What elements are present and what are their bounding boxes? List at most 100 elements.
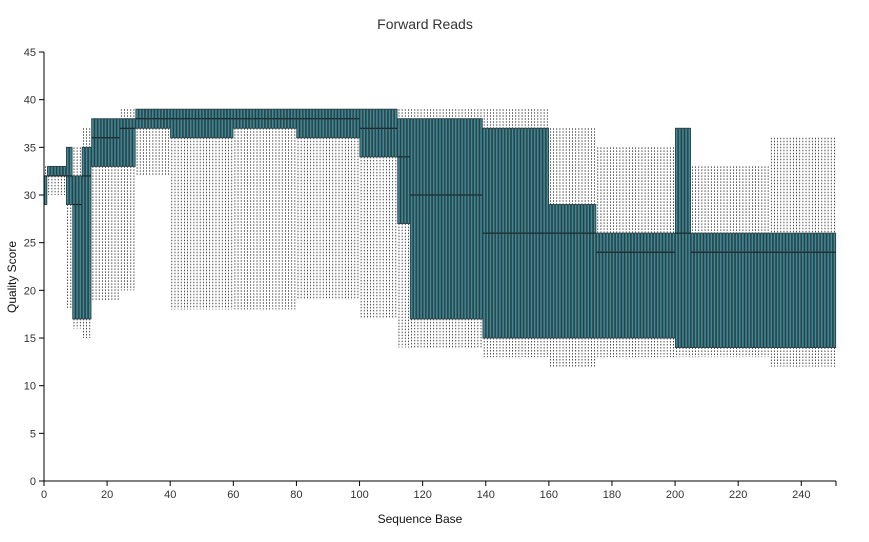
box-body — [589, 204, 594, 339]
box-body — [321, 108, 325, 139]
box-147 — [504, 109, 508, 358]
box-body — [413, 118, 417, 320]
box-body — [763, 232, 767, 348]
box-body — [296, 108, 300, 139]
box-body — [189, 108, 193, 139]
y-tick-label: 5 — [30, 428, 36, 440]
box-body — [454, 118, 458, 320]
box-122 — [425, 109, 430, 348]
y-tick-label: 40 — [24, 95, 36, 107]
box-body — [621, 232, 625, 339]
box-body — [91, 118, 95, 167]
box-body — [551, 204, 556, 339]
box-243 — [807, 137, 811, 367]
box-238 — [791, 137, 796, 367]
box-221 — [738, 166, 742, 358]
y-tick-label: 30 — [24, 190, 36, 202]
box-94 — [337, 108, 341, 300]
box-83 — [302, 108, 306, 300]
y-axis-label: Quality Score — [5, 241, 19, 313]
box-body — [810, 232, 815, 348]
box-15 — [88, 128, 92, 338]
box-32 — [141, 108, 146, 176]
box-183 — [618, 147, 622, 358]
box-body — [343, 108, 348, 139]
box-body — [659, 232, 663, 339]
box-body — [378, 108, 382, 158]
box-90 — [324, 108, 329, 300]
box-body — [107, 118, 111, 167]
box-135 — [466, 109, 471, 348]
box-body — [772, 232, 777, 348]
box-187 — [630, 147, 635, 358]
box-body — [630, 232, 635, 339]
box-body — [170, 108, 174, 139]
box-12 — [78, 147, 82, 329]
box-213 — [712, 166, 717, 358]
x-tick-label: 180 — [603, 489, 621, 501]
box-body — [633, 232, 638, 339]
box-body — [766, 232, 770, 348]
box-body — [693, 232, 698, 348]
box-body — [409, 118, 414, 320]
box-78 — [286, 108, 291, 310]
box-228 — [760, 166, 764, 358]
box-body — [324, 108, 329, 139]
box-body — [428, 118, 433, 320]
box-4 — [53, 165, 57, 195]
box-86 — [312, 108, 316, 300]
box-7 — [62, 165, 67, 195]
box-131 — [454, 109, 458, 348]
box-body — [211, 108, 215, 139]
box-body — [637, 232, 641, 339]
box-59 — [226, 108, 231, 310]
box-230 — [766, 166, 770, 358]
box-103 — [365, 108, 370, 319]
box-217 — [725, 166, 729, 358]
box-body — [570, 204, 575, 339]
box-63 — [239, 108, 243, 310]
box-body — [656, 232, 660, 339]
box-116 — [406, 109, 411, 348]
box-195 — [656, 147, 660, 358]
box-80 — [293, 108, 297, 310]
box-203 — [681, 127, 685, 358]
box-34 — [148, 108, 152, 176]
y-tick-label: 45 — [24, 47, 36, 59]
box-26 — [122, 109, 127, 291]
box-54 — [211, 108, 215, 310]
box-body — [592, 204, 597, 339]
box-body — [555, 204, 559, 339]
box-body — [586, 204, 590, 339]
box-46 — [185, 108, 190, 310]
box-body — [611, 232, 616, 339]
box-body — [387, 108, 392, 158]
box-39 — [163, 108, 168, 176]
box-143 — [491, 109, 496, 358]
box-body — [435, 118, 439, 320]
box-body — [479, 118, 483, 320]
box-85 — [308, 108, 313, 300]
y-tick-label: 20 — [24, 285, 36, 297]
box-218 — [728, 166, 732, 358]
box-189 — [637, 147, 641, 358]
box-233 — [775, 137, 780, 367]
box-1 — [43, 166, 48, 205]
box-166 — [564, 128, 568, 367]
box-188 — [633, 147, 638, 358]
box-106 — [375, 108, 379, 319]
box-body — [217, 108, 221, 139]
box-24 — [116, 118, 120, 300]
box-body — [318, 108, 322, 139]
box-118 — [413, 109, 417, 348]
box-body — [359, 108, 363, 158]
box-239 — [794, 137, 799, 367]
box-214 — [715, 166, 720, 358]
box-136 — [469, 109, 474, 348]
box-body — [419, 118, 423, 320]
box-body — [179, 108, 183, 139]
box-87 — [315, 108, 319, 300]
box-body — [88, 146, 92, 320]
box-184 — [621, 147, 625, 358]
box-225 — [750, 166, 755, 358]
